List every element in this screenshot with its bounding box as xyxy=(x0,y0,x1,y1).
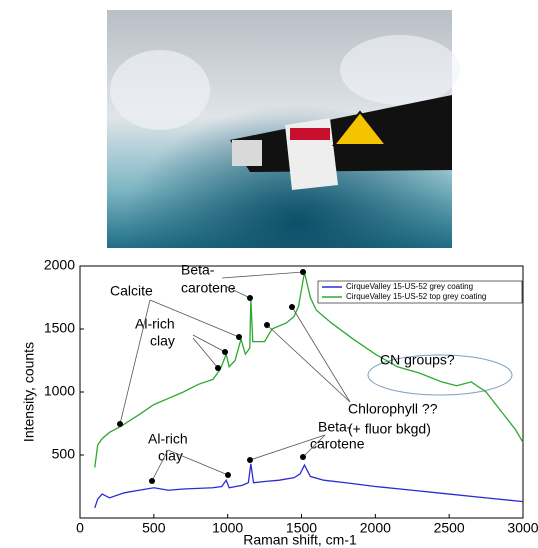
annotation-dot xyxy=(236,334,242,340)
x-tick-label: 1500 xyxy=(286,520,317,536)
x-tick-label: 2000 xyxy=(360,520,391,536)
annotation: Chlorophyll ?? xyxy=(348,401,438,417)
series-line xyxy=(95,464,523,508)
annotation: clay xyxy=(150,333,175,349)
annotation: Calcite xyxy=(110,283,153,299)
y-tick-label: 1500 xyxy=(44,320,75,336)
leader-line xyxy=(292,307,350,402)
annotation-dot xyxy=(300,454,306,460)
annotation: Beta- xyxy=(181,262,215,278)
annotation-dot xyxy=(222,349,228,355)
figure: Raman shift, cm-1 Intensity, counts 0500… xyxy=(0,0,538,548)
photo xyxy=(107,10,460,248)
y-tick-label: 2000 xyxy=(44,257,75,273)
annotation: Beta- xyxy=(318,419,352,435)
annotation-dot xyxy=(149,478,155,484)
leader-line xyxy=(222,272,303,278)
annotation: Al-rich xyxy=(135,316,175,332)
plot-frame xyxy=(80,266,523,518)
annotation: Al-rich xyxy=(148,431,188,447)
x-tick-label: 0 xyxy=(76,520,84,536)
annotation-dot xyxy=(264,322,270,328)
annotation-dot xyxy=(247,295,253,301)
y-tick-label: 1000 xyxy=(44,383,75,399)
leader-line xyxy=(193,338,218,368)
x-tick-label: 3000 xyxy=(507,520,538,536)
annotation-dot xyxy=(225,472,231,478)
annotation: CN groups? xyxy=(380,352,455,368)
annotation-dot xyxy=(215,365,221,371)
x-tick-label: 2500 xyxy=(434,520,465,536)
annotation-dot xyxy=(289,304,295,310)
annotation: carotene xyxy=(310,436,365,452)
y-tick-label: 500 xyxy=(52,446,76,462)
annotation: carotene xyxy=(181,280,236,296)
annotation-dot xyxy=(247,457,253,463)
x-tick-label: 1000 xyxy=(212,520,243,536)
x-tick-label: 500 xyxy=(142,520,166,536)
annotation-dot xyxy=(117,421,123,427)
page: {"chart_data": {"type": "line", "xlabel"… xyxy=(0,0,538,548)
annotation-dot xyxy=(300,269,306,275)
annotation: (+ fluor bkgd) xyxy=(348,421,431,437)
leader-line xyxy=(267,325,350,402)
legend-label: CirqueValley 15-US-52 top grey coating xyxy=(346,292,486,301)
y-axis-label: Intensity, counts xyxy=(21,342,37,442)
legend-label: CirqueValley 15-US-52 grey coating xyxy=(346,282,473,291)
